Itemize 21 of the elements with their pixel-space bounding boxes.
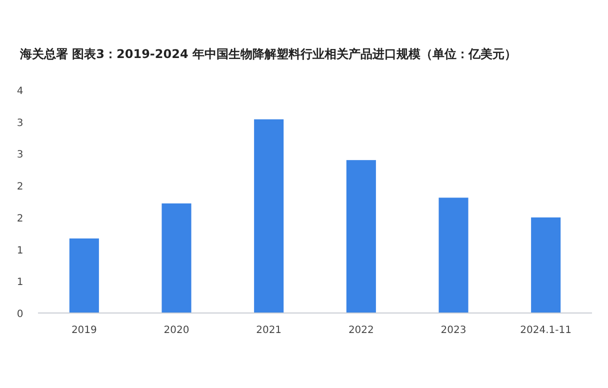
bar xyxy=(438,198,468,313)
y-tick-label: 3 xyxy=(16,150,24,161)
x-tick-label: 2024.1-11 xyxy=(520,325,572,336)
y-tick-label: 3 xyxy=(16,118,24,129)
bar xyxy=(346,160,376,313)
x-tick-label: 2020 xyxy=(164,325,190,336)
y-tick-label: 2 xyxy=(16,182,24,193)
bar xyxy=(254,119,284,313)
x-tick-label: 2019 xyxy=(71,325,97,336)
y-tick-label: 1 xyxy=(16,277,24,288)
x-tick-label: 2021 xyxy=(256,325,282,336)
y-tick-label: 0 xyxy=(16,309,24,320)
bar xyxy=(531,217,561,313)
x-tick-label: 2022 xyxy=(348,325,374,336)
bar xyxy=(162,203,192,313)
x-tick-label: 2023 xyxy=(440,325,466,336)
y-tick-label: 2 xyxy=(16,213,24,224)
y-tick-label: 1 xyxy=(16,245,24,256)
bar xyxy=(69,238,99,313)
y-tick-label: 4 xyxy=(16,86,24,97)
title: 海关总署 图表3：2019-2024 年中国生物降解塑料行业相关产品进口规模（单位：亿美元） xyxy=(20,47,516,61)
